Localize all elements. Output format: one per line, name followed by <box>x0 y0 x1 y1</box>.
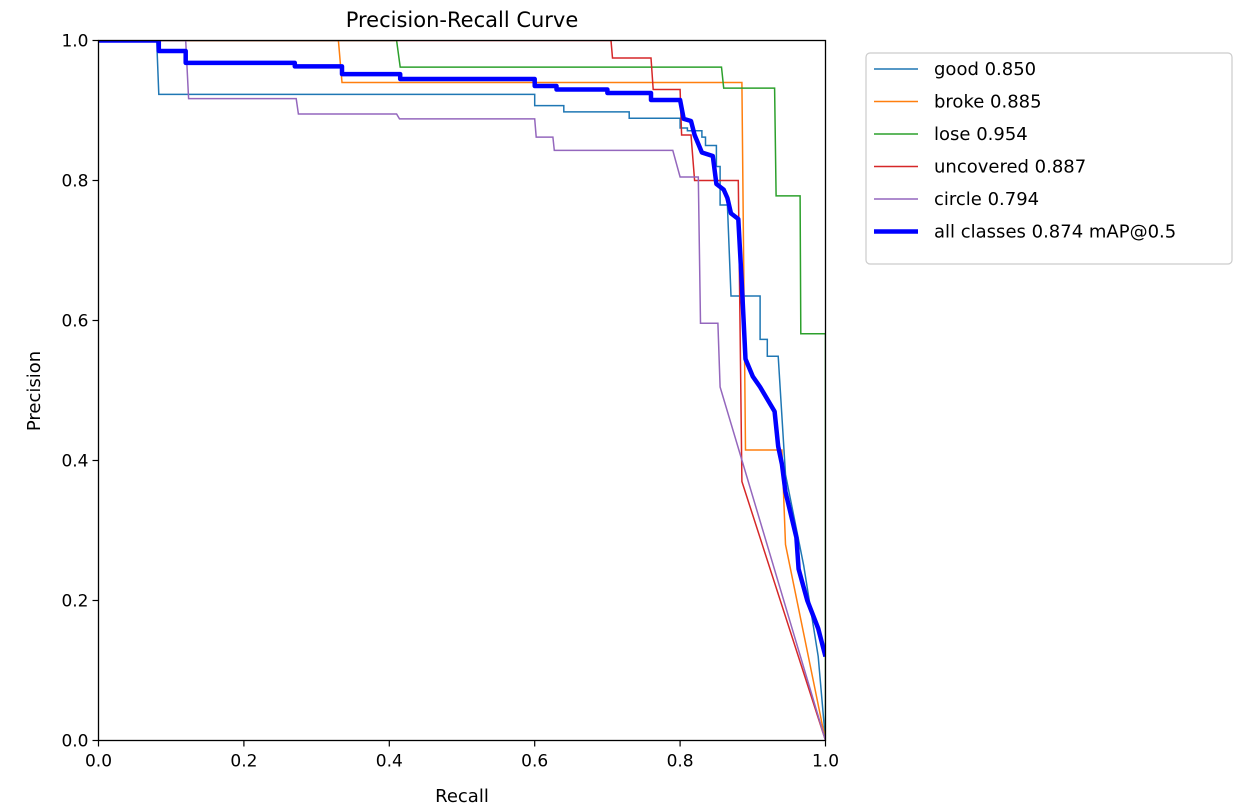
y-axis-label: Precision <box>24 351 45 431</box>
x-axis-label: Recall <box>435 786 489 807</box>
y-tick-label: 0.0 <box>61 732 88 752</box>
x-tick-label: 0.2 <box>230 752 257 772</box>
x-tick-label: 1.0 <box>812 752 839 772</box>
y-tick-label: 0.4 <box>61 452 88 472</box>
legend-label-uncovered: uncovered 0.887 <box>934 157 1086 178</box>
y-tick-label: 0.2 <box>61 592 88 612</box>
legend-label-lose: lose 0.954 <box>934 124 1028 145</box>
legend-label-circle: circle 0.794 <box>934 189 1039 210</box>
series-line-lose <box>98 40 826 741</box>
legend: good 0.850 broke 0.885 lose 0.954 uncovered… <box>865 52 1233 265</box>
series-line-all-classes <box>98 40 826 658</box>
y-tick-label: 1.0 <box>61 32 88 52</box>
legend-label-broke: broke 0.885 <box>934 92 1042 113</box>
x-tick-label: 0.8 <box>667 752 694 772</box>
y-tick-label: 0.8 <box>61 172 88 192</box>
series-line-circle <box>98 40 826 741</box>
series-line-good <box>98 40 826 741</box>
x-tick-label: 0.4 <box>376 752 403 772</box>
legend-label-good: good 0.850 <box>934 59 1036 80</box>
legend-label-all-classes: all classes 0.874 mAP@0.5 <box>934 222 1176 243</box>
x-tick-label: 0.0 <box>85 752 112 772</box>
y-tick-label: 0.6 <box>61 312 88 332</box>
series-line-broke <box>98 40 826 741</box>
legend-box <box>865 52 1233 265</box>
chart-title: Precision-Recall Curve <box>346 8 579 32</box>
x-tick-label: 0.6 <box>521 752 548 772</box>
plot-frame <box>97 39 827 742</box>
